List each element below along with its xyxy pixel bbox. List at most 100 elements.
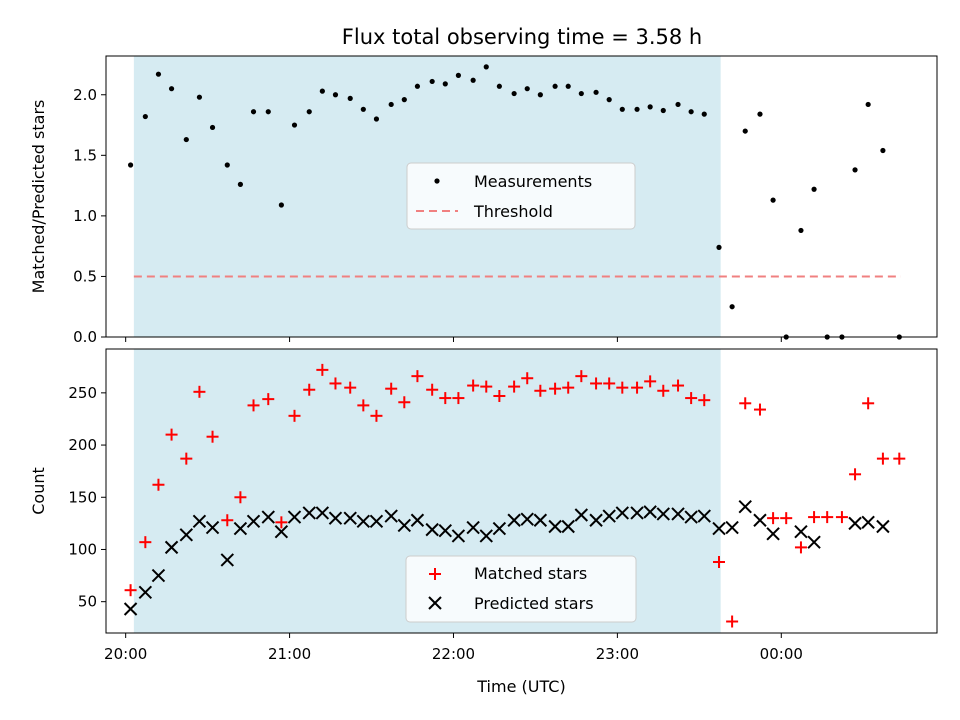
y-tick-label: 250: [68, 384, 97, 402]
predicted-star-point: [369, 514, 384, 528]
x-tick-label: 00:00: [760, 645, 803, 663]
count-legend: Matched stars Predicted stars: [405, 555, 637, 623]
predicted-star-point: [328, 511, 343, 525]
predicted-star-point: [246, 514, 261, 528]
matched-star-point: [452, 392, 465, 405]
measurement-point: [224, 162, 230, 168]
matched-star-point: [344, 381, 357, 394]
y-tick-label: 0.5: [73, 267, 97, 285]
predicted-star-point: [725, 520, 739, 535]
predicted-star-point: [574, 508, 589, 522]
predicted-star-point: [343, 511, 357, 525]
x-tick-label: 23:00: [596, 645, 639, 663]
matched-star-point: [739, 397, 752, 410]
y-tick-label: 150: [68, 488, 97, 506]
measurement-point: [155, 71, 162, 77]
measurement-point: [660, 107, 666, 114]
measurement-point: [250, 109, 257, 115]
matched-star-point: [672, 379, 685, 392]
matched-star-point: [139, 536, 152, 549]
matched-star-point: [767, 512, 780, 525]
ratio-legend: Measurements Threshold: [406, 162, 636, 230]
matched-star-point: [835, 511, 848, 524]
measurement-point: [537, 92, 543, 98]
ratio-y-axis-label: Matched/Predicted stars: [29, 100, 48, 294]
predicted-star-point: [466, 520, 480, 535]
matched-star-point: [480, 380, 493, 393]
measurement-point: [183, 136, 189, 143]
predicted-star-point: [684, 510, 698, 524]
predicted-star-point: [520, 512, 534, 526]
y-tick-label: 1.5: [73, 146, 97, 164]
measurement-point: [319, 88, 325, 94]
matched-star-point: [549, 382, 562, 395]
matched-star-point: [753, 403, 766, 416]
measurement-point: [552, 83, 558, 89]
count-axes-frame: [105, 348, 938, 634]
y-tick-label: 50: [78, 593, 97, 611]
matched-star-point: [644, 375, 657, 388]
count-y-ticks: 50 100 150 200 250: [68, 384, 106, 611]
measurement-point: [606, 97, 612, 103]
matched-star-point: [603, 377, 616, 390]
measurement-point: [442, 81, 448, 87]
matched-star-point: [370, 409, 383, 422]
measurement-point: [701, 111, 707, 117]
predicted-star-point: [302, 506, 316, 520]
predicted-star-point: [287, 510, 302, 524]
measurement-point: [865, 101, 871, 108]
x-tick-label: 21:00: [268, 645, 311, 663]
measurement-point: [770, 197, 776, 203]
measurement-point: [347, 95, 353, 101]
matched-star-point: [590, 377, 603, 390]
measurement-point: [880, 147, 886, 154]
measurement-point: [619, 106, 625, 112]
predicted-star-point: [123, 602, 138, 616]
ratio-x-ticks: [125, 337, 782, 342]
legend-threshold-label: Threshold: [473, 202, 553, 221]
predicted-star-point: [738, 499, 752, 514]
matched-star-point: [124, 584, 137, 597]
x-tick-label: 20:00: [104, 645, 147, 663]
predicted-star-point: [205, 520, 220, 535]
measurement-point: [455, 72, 461, 78]
predicted-star-point: [397, 518, 412, 533]
measurement-point: [634, 106, 640, 112]
predicted-star-point: [643, 505, 657, 519]
measurement-point: [565, 83, 571, 89]
measurement-point: [388, 101, 394, 108]
predicted-star-point: [315, 506, 330, 520]
chart-title: Flux total observing time = 3.58 h: [342, 25, 702, 49]
predicted-star-point: [192, 514, 207, 528]
ratio-marks: [127, 64, 902, 340]
predicted-star-point: [630, 506, 644, 520]
predicted-star-point: [561, 519, 575, 534]
y-tick-label: 100: [68, 540, 97, 558]
predicted-star-point: [179, 528, 194, 542]
matched-star-point: [508, 380, 521, 393]
measurement-point: [647, 104, 653, 110]
measurement-point: [798, 227, 804, 234]
measurement-point: [401, 97, 407, 103]
matched-star-point: [657, 384, 670, 397]
predicted-star-point: [861, 515, 875, 530]
measurement-point: [688, 109, 694, 115]
matched-star-point: [329, 377, 342, 390]
count-y-axis-label: Count: [29, 467, 48, 515]
predicted-star-point: [712, 521, 726, 536]
predicted-star-point: [220, 553, 234, 567]
matched-star-point: [221, 514, 234, 527]
matched-star-point: [316, 363, 329, 376]
predicted-star-point: [548, 519, 562, 534]
legend-matched-label: Matched stars: [474, 564, 587, 583]
measurement-point: [332, 92, 339, 98]
measurement-point: [742, 128, 748, 134]
matched-star-point: [616, 381, 629, 394]
matched-star-point: [288, 409, 301, 422]
measurement-point: [524, 86, 530, 92]
predicted-star-point: [766, 527, 780, 541]
measurement-point: [237, 181, 244, 187]
predicted-star-point: [507, 513, 521, 527]
matched-star-point: [411, 370, 424, 383]
